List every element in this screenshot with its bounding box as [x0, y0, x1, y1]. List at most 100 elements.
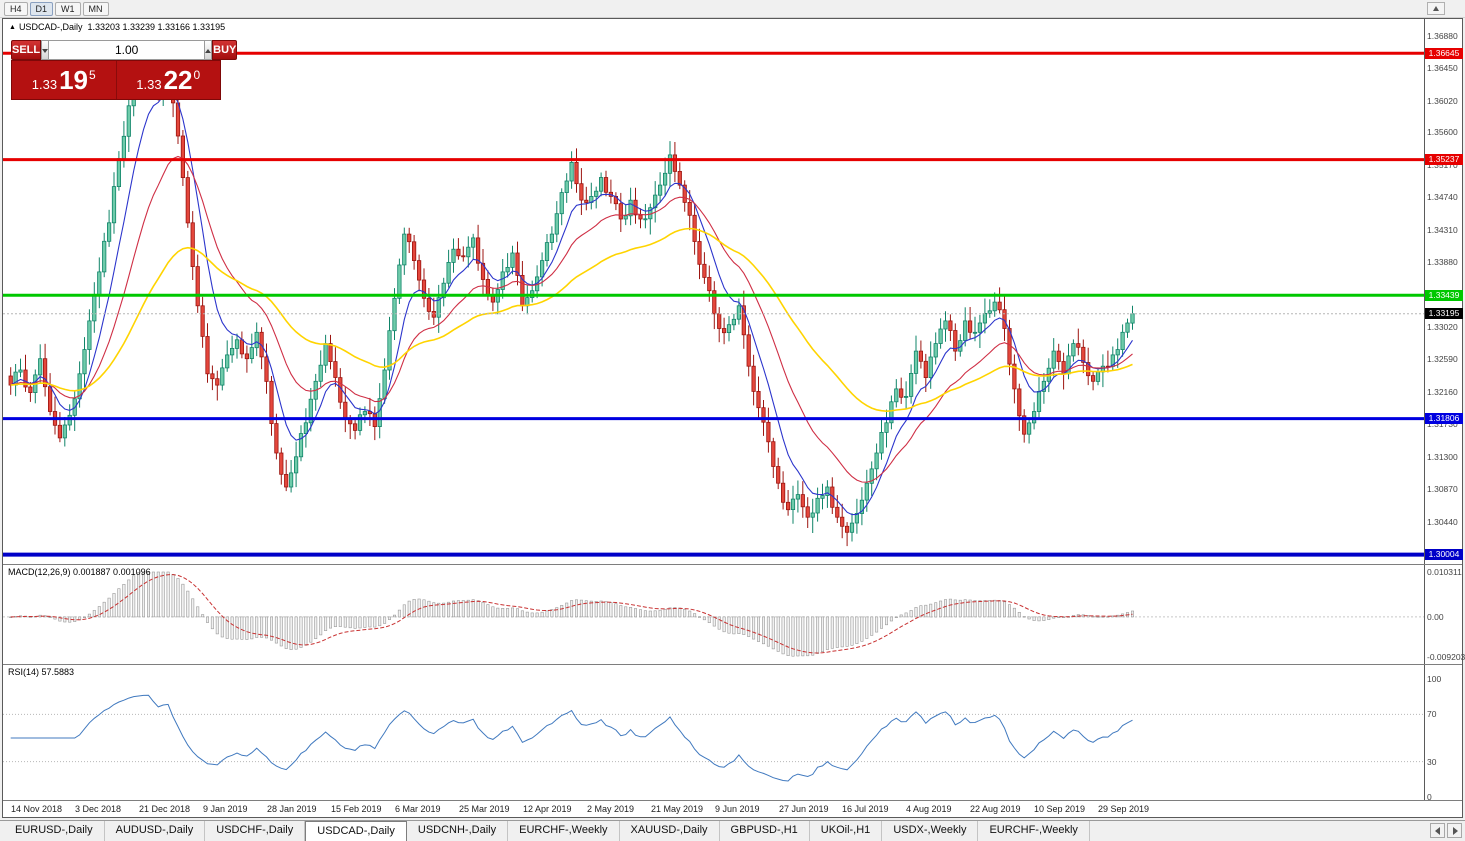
chart-tab-2[interactable]: USDCHF-,Daily [205, 821, 306, 841]
chart-tab-strip: EURUSD-,Daily AUDUSD-,Daily USDCHF-,Daily U… [4, 821, 1090, 841]
level-price-label: 1.33439 [1425, 290, 1463, 301]
trade-controls-row: SELL BUY [11, 40, 238, 60]
date-label: 21 May 2019 [651, 804, 704, 814]
sell-button[interactable]: SELL [11, 40, 42, 60]
price-axis[interactable]: 1.36880 1.36450 1.36020 1.35600 1.35170 1.347… [1424, 19, 1463, 564]
symbol-marker-icon: ▲ [9, 24, 16, 31]
chart-symbol-period: USDCAD-,Daily [18, 22, 83, 32]
level-price-label: 1.30004 [1425, 549, 1463, 560]
buy-price-point: 0 [193, 68, 201, 82]
date-label: 27 Jun 2019 [779, 804, 829, 814]
chart-tab-3[interactable]: USDCAD-,Daily [305, 821, 407, 841]
date-label: 29 Sep 2019 [1098, 804, 1150, 814]
price-tick: 1.33020 [1427, 322, 1458, 332]
macd-tick: 0.00 [1427, 612, 1444, 622]
chart-tab-7[interactable]: GBPUSD-,H1 [720, 821, 810, 841]
price-tick: 1.30870 [1427, 484, 1458, 494]
price-tick: 1.34310 [1427, 225, 1458, 235]
price-tick: 1.36450 [1427, 63, 1458, 73]
chart-tab-10[interactable]: EURCHF-,Weekly [978, 821, 1090, 841]
timeframe-button-w1[interactable]: W1 [55, 2, 81, 16]
timeframe-button-h4[interactable]: H4 [4, 2, 28, 16]
volume-dropdown-button[interactable] [41, 40, 50, 60]
rsi-tick: 0 [1427, 792, 1432, 802]
timeframe-button-d1[interactable]: D1 [29, 2, 54, 16]
date-label: 28 Jan 2019 [267, 804, 317, 814]
timeframe-button-mn[interactable]: MN [82, 2, 109, 16]
date-label: 2 May 2019 [587, 804, 635, 814]
macd-indicator-panel: 0.010311 0.00 -0.009203 MACD(12,26,9) 0.00… [3, 565, 1465, 664]
chart-title: ▲ USDCAD-,Daily 1.33203 1.33239 1.33166 1.… [9, 22, 225, 32]
date-label: 22 Aug 2019 [970, 804, 1021, 814]
date-label: 4 Aug 2019 [906, 804, 952, 814]
macd-signal-line [10, 574, 1133, 654]
date-label: 12 Apr 2019 [523, 804, 572, 814]
sell-price-point: 5 [89, 68, 96, 82]
price-tick: 1.36020 [1427, 96, 1458, 106]
chart-tab-1[interactable]: AUDUSD-,Daily [105, 821, 206, 841]
price-tick: 1.31730 [1427, 419, 1458, 429]
chart-window: 1.36880 1.36450 1.36020 1.35600 1.35170 1.347… [2, 18, 1465, 818]
horizontal-levels-layer[interactable] [3, 51, 1424, 557]
macd-axis[interactable]: 0.010311 0.00 -0.009203 [1424, 565, 1465, 664]
main-chart-panel: 1.36880 1.36450 1.36020 1.35600 1.35170 1.347… [3, 19, 1463, 564]
panel-separator[interactable] [3, 664, 1462, 665]
main-price-plot[interactable] [3, 19, 1424, 564]
macd-label: MACD(12,26,9) 0.001887 0.001096 [8, 567, 151, 577]
volume-stepper-button[interactable] [204, 40, 213, 60]
rsi-label: RSI(14) 57.5883 [8, 667, 75, 677]
date-label: 9 Jan 2019 [203, 804, 248, 814]
tabs-scroll-right-button[interactable] [1447, 823, 1462, 838]
macd-histogram [9, 571, 1135, 657]
macd-plot[interactable] [3, 565, 1424, 664]
date-label: 6 Mar 2019 [395, 804, 441, 814]
price-divider [115, 61, 117, 99]
date-label: 3 Dec 2018 [75, 804, 122, 814]
chevron-down-icon [42, 49, 49, 53]
date-label: 25 Mar 2019 [459, 804, 510, 814]
date-label: 16 Jul 2019 [842, 804, 889, 814]
price-tick: 1.30440 [1427, 517, 1458, 527]
level-price-label: 1.35237 [1425, 154, 1463, 165]
price-tick: 1.35170 [1427, 160, 1458, 170]
chart-tab-8[interactable]: UKOil-,H1 [810, 821, 883, 841]
time-axis[interactable]: 14 Nov 2018 3 Dec 2018 21 Dec 2018 9 Jan 20… [3, 801, 1462, 817]
panel-separator[interactable] [3, 800, 1462, 801]
up-arrow-icon [1433, 6, 1439, 11]
tabs-scroll-left-button[interactable] [1430, 823, 1445, 838]
chart-tab-5[interactable]: EURCHF-,Weekly [508, 821, 620, 841]
chart-tab-6[interactable]: XAUUSD-,Daily [620, 821, 720, 841]
sell-price-prefix: 1.33 [31, 77, 58, 92]
rsi-tick: 70 [1427, 709, 1437, 719]
rsi-plot[interactable] [3, 665, 1424, 800]
right-arrow-icon [1453, 827, 1458, 835]
date-label: 15 Feb 2019 [331, 804, 382, 814]
buy-price-pips: 22 [163, 65, 193, 95]
chart-ohlc-values: 1.33203 1.33239 1.33166 1.33195 [87, 22, 226, 32]
buy-button[interactable]: BUY [212, 40, 238, 60]
chart-tab-bar: EURUSD-,Daily AUDUSD-,Daily USDCHF-,Daily U… [0, 820, 1465, 841]
panel-separator[interactable] [3, 564, 1462, 565]
chart-tab-4[interactable]: USDCNH-,Daily [407, 821, 509, 841]
one-click-trading-panel: SELL BUY 1.33 19 5 1.33 22 [11, 40, 238, 100]
chart-tab-0[interactable]: EURUSD-,Daily [4, 821, 105, 841]
rsi-line [10, 694, 1133, 782]
price-tick: 1.35600 [1427, 127, 1458, 137]
volume-input[interactable] [49, 40, 205, 60]
scroll-up-button[interactable] [1427, 2, 1445, 15]
price-tick: 1.36880 [1427, 31, 1458, 41]
level-price-label: 1.36645 [1425, 48, 1463, 59]
date-label: 21 Dec 2018 [139, 804, 191, 814]
price-tick: 1.33880 [1427, 257, 1458, 267]
rsi-tick: 30 [1427, 757, 1437, 767]
chart-tab-9[interactable]: USDX-,Weekly [882, 821, 979, 841]
buy-price-display[interactable]: 1.33 22 0 [117, 61, 221, 99]
rsi-axis[interactable]: 100 70 30 0 [1424, 665, 1462, 802]
sell-price-pips: 19 [59, 65, 89, 95]
date-label: 14 Nov 2018 [11, 804, 63, 814]
sell-price-display[interactable]: 1.33 19 5 [12, 61, 116, 99]
date-label: 9 Jun 2019 [715, 804, 760, 814]
buy-price-prefix: 1.33 [136, 77, 162, 92]
moving-averages-layer [10, 89, 1133, 516]
